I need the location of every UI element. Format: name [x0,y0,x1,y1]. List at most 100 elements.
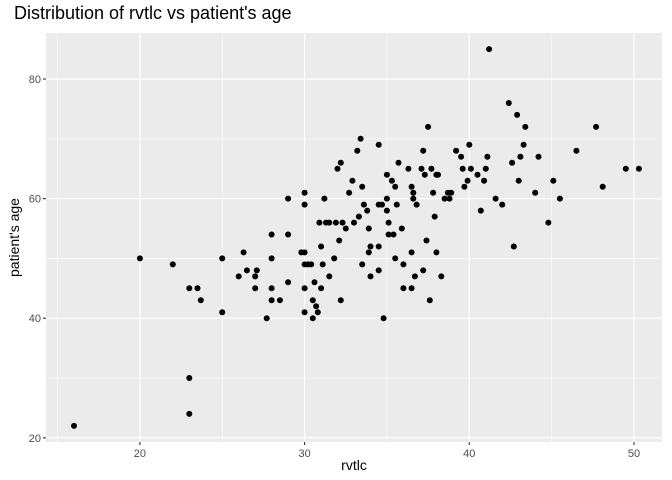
data-point [314,309,321,316]
data-point [392,183,399,190]
y-tick-label: 60 [29,194,41,206]
data-point [285,231,292,238]
data-point [383,171,390,178]
data-point [390,231,397,238]
data-point [301,189,308,196]
data-point [517,153,524,160]
data-point [520,141,527,148]
data-point [346,189,353,196]
data-point [410,189,417,196]
chart-title: Distribution of rvtlc vs patient's age [14,3,292,23]
data-point [477,207,484,214]
data-point [380,315,387,322]
data-point [268,255,275,262]
data-point [318,285,325,292]
data-point [235,273,242,280]
data-point [186,285,193,292]
data-point [71,422,77,429]
data-point [359,183,366,190]
data-point [360,201,367,208]
data-point [622,165,629,172]
data-point [413,201,420,208]
data-point [326,273,333,280]
data-point [375,267,382,274]
x-axis-title: rvtlc [341,457,367,473]
data-point [392,255,399,262]
data-point [635,165,642,172]
data-point [342,225,349,232]
data-point [435,171,441,178]
data-point [268,231,275,238]
data-point [499,201,506,208]
data-point [331,255,338,262]
data-point [253,267,260,274]
data-point [421,171,428,178]
data-point [316,219,323,226]
data-point [354,147,361,154]
data-point [385,219,392,226]
data-point [438,273,445,280]
data-point [423,237,430,244]
data-point [276,297,283,304]
data-point [359,261,366,268]
minor-gridlines [46,33,662,442]
data-point [573,147,580,154]
data-point [545,219,552,226]
data-point [599,183,606,190]
data-point [441,195,448,202]
data-point [194,285,201,292]
data-point [425,123,432,130]
data-point [313,303,320,310]
data-point [593,123,600,130]
data-point [311,279,318,286]
data-point [309,315,316,322]
data-point [136,255,143,262]
x-tick-label: 40 [463,448,475,460]
data-point [420,267,427,274]
y-tick-label: 40 [29,313,41,325]
data-point [453,147,460,154]
plot-panel [46,33,662,442]
data-point [367,273,374,280]
data-point [510,243,517,250]
data-point [459,165,466,172]
data-point [556,195,563,202]
x-tick-label: 20 [134,448,146,460]
x-tick-labels: 20 30 40 50 [134,448,640,460]
data-point [309,297,316,304]
data-point [492,195,499,202]
data-point [408,183,415,190]
data-point [349,177,356,184]
data-point [509,159,516,166]
y-tick-label: 80 [29,74,41,86]
data-point [464,177,471,184]
data-point [301,201,308,208]
data-point [388,177,395,184]
data-point [486,46,493,53]
data-point [408,285,415,292]
data-point [186,375,193,381]
data-point [393,201,400,208]
x-tick-label: 50 [628,448,640,460]
data-point [355,213,362,220]
data-point [458,153,465,160]
data-point [252,285,259,292]
data-point [321,195,328,202]
data-point [550,177,557,184]
data-point [467,165,474,172]
data-point [301,309,308,316]
data-point [385,231,392,238]
data-point [400,261,407,268]
data-point [243,267,250,274]
data-point [395,159,402,166]
data-point [337,159,344,166]
data-point [431,213,438,220]
data-point [285,195,292,202]
data-point [505,100,512,106]
data-point [219,309,226,316]
data-point [481,177,488,184]
data-point [252,273,259,280]
data-point [433,249,440,256]
data-point [365,249,372,256]
